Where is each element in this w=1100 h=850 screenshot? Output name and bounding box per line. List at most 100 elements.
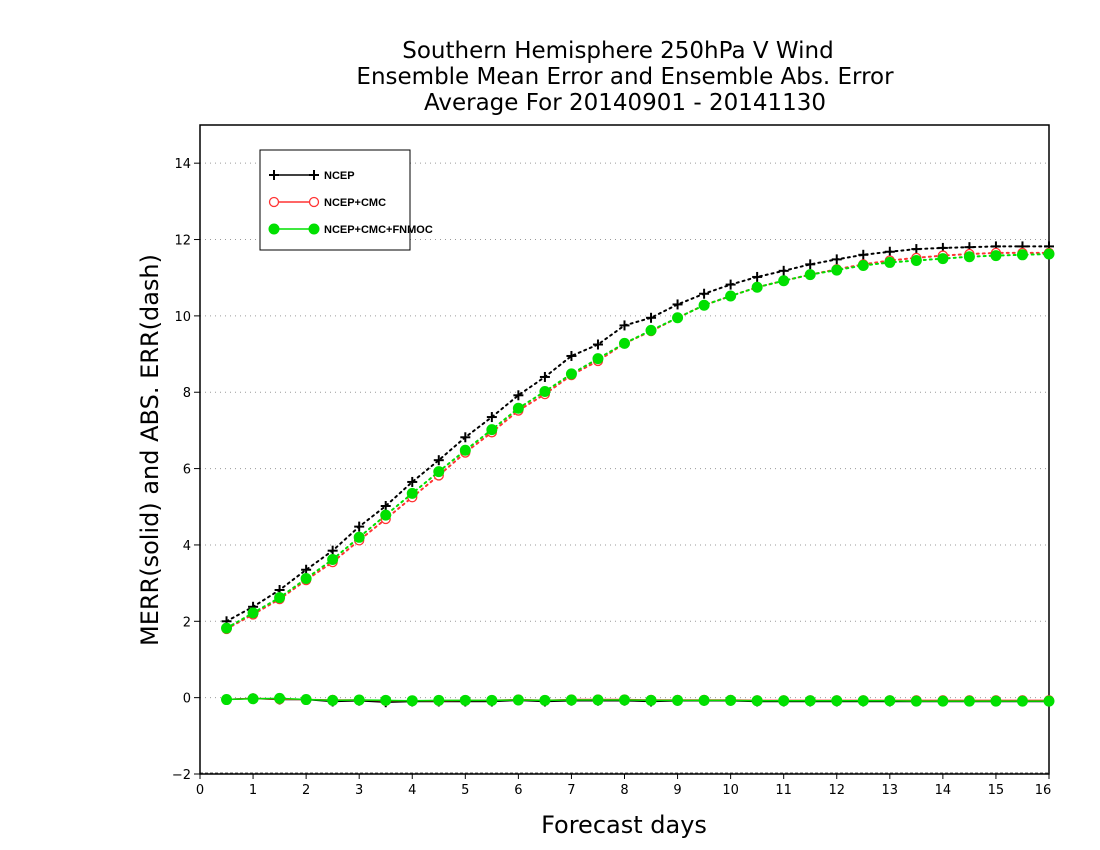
merr-point-ncep-cmc-fnmoc bbox=[512, 694, 524, 706]
gridlines bbox=[200, 162, 1049, 774]
merr-point-ncep-cmc-fnmoc bbox=[1043, 695, 1055, 707]
legend-item-ncep-cmc: NCEP+CMC bbox=[268, 196, 386, 209]
abs-err-point-ncep-cmc-fnmoc bbox=[804, 269, 816, 281]
abs-err-point-ncep-cmc-fnmoc bbox=[751, 281, 763, 293]
abs-err-point-ncep bbox=[858, 249, 869, 260]
x-tick-label: 1 bbox=[249, 783, 257, 798]
series-ncep bbox=[221, 241, 1054, 708]
abs-err-point-ncep bbox=[646, 312, 657, 323]
merr-point-ncep-cmc-fnmoc bbox=[937, 695, 949, 707]
abs-err-point-ncep-cmc-fnmoc bbox=[565, 368, 577, 380]
abs-err-point-ncep-cmc-fnmoc bbox=[247, 607, 259, 619]
x-tick-label: 2 bbox=[302, 783, 310, 798]
abs-err-point-ncep bbox=[566, 350, 577, 361]
x-tick-label: 11 bbox=[775, 783, 792, 798]
legend-marker bbox=[309, 170, 319, 180]
merr-point-ncep-cmc-fnmoc bbox=[698, 694, 710, 706]
abs-err-point-ncep-cmc-fnmoc bbox=[857, 259, 869, 271]
abs-err-point-ncep-cmc-fnmoc bbox=[1016, 249, 1028, 261]
merr-point-ncep-cmc-fnmoc bbox=[406, 695, 418, 707]
abs-err-point-ncep-cmc-fnmoc bbox=[274, 592, 286, 604]
merr-point-ncep-cmc-fnmoc bbox=[486, 694, 498, 706]
merr-point-ncep-cmc-fnmoc bbox=[353, 694, 365, 706]
legend-marker bbox=[268, 196, 280, 208]
legend-item-ncep-cmc-fnmoc: NCEP+CMC+FNMOC bbox=[268, 223, 433, 236]
x-tick-label: 5 bbox=[461, 783, 469, 798]
abs-err-point-ncep-cmc-fnmoc bbox=[645, 324, 657, 336]
x-tick-label: 10 bbox=[722, 783, 739, 798]
abs-err-point-ncep-cmc-fnmoc bbox=[937, 253, 949, 265]
abs-err-point-ncep-cmc-fnmoc bbox=[459, 444, 471, 456]
chart-title: Southern Hemisphere 250hPa V Wind Ensemb… bbox=[356, 38, 894, 116]
abs-err-point-ncep-cmc-fnmoc bbox=[221, 622, 233, 634]
y-tick-label: 8 bbox=[183, 386, 191, 401]
abs-err-point-ncep-cmc-fnmoc bbox=[380, 509, 392, 521]
legend-box bbox=[259, 149, 411, 251]
merr-point-ncep-cmc-fnmoc bbox=[645, 694, 657, 706]
x-tick-label: 9 bbox=[673, 783, 681, 798]
legend-marker bbox=[308, 223, 320, 235]
merr-point-ncep-cmc-fnmoc bbox=[884, 695, 896, 707]
abs-err-point-ncep-cmc-fnmoc bbox=[672, 312, 684, 324]
legend: NCEP NCEP+CMC NCEP+CMC+FNMOC bbox=[259, 149, 433, 251]
plot-series bbox=[221, 241, 1055, 708]
abs-err-point-ncep bbox=[831, 254, 842, 265]
legend-marker bbox=[308, 196, 320, 208]
abs-err-point-ncep-cmc-fnmoc bbox=[831, 264, 843, 276]
abs-err-line-ncep-cmc bbox=[225, 251, 1050, 630]
x-tick-label: 8 bbox=[620, 783, 628, 798]
abs-err-point-ncep bbox=[778, 265, 789, 276]
merr-point-ncep-cmc-fnmoc bbox=[831, 695, 843, 707]
x-tick-label: 15 bbox=[988, 783, 1005, 798]
abs-err-point-ncep-cmc-fnmoc bbox=[990, 250, 1002, 262]
abs-err-point-ncep-cmc-fnmoc bbox=[300, 573, 312, 585]
title-line-3: Average For 20140901 - 20141130 bbox=[424, 90, 826, 116]
merr-point-ncep-cmc-fnmoc bbox=[1016, 695, 1028, 707]
legend-item-ncep: NCEP bbox=[269, 170, 355, 182]
abs-err-point-ncep-cmc-fnmoc bbox=[539, 385, 551, 397]
abs-err-point-ncep bbox=[460, 432, 471, 443]
legend-marker bbox=[268, 223, 280, 235]
legend-label: NCEP+CMC bbox=[324, 197, 386, 209]
abs-err-point-ncep-cmc-fnmoc bbox=[619, 337, 630, 349]
abs-err-point-ncep bbox=[911, 244, 922, 255]
merr-point-ncep-cmc-fnmoc bbox=[804, 695, 816, 707]
title-line-2: Ensemble Mean Error and Ensemble Abs. Er… bbox=[356, 64, 894, 90]
abs-err-point-ncep-cmc-fnmoc bbox=[353, 531, 365, 543]
abs-err-point-ncep bbox=[433, 455, 444, 466]
merr-point-ncep-cmc-fnmoc bbox=[910, 695, 922, 707]
abs-err-point-ncep-cmc-fnmoc bbox=[778, 275, 790, 287]
abs-err-point-ncep-cmc-fnmoc bbox=[433, 466, 445, 478]
y-tick-label: 12 bbox=[174, 234, 191, 249]
abs-err-point-ncep bbox=[592, 339, 603, 350]
y-tick-label: 4 bbox=[183, 539, 191, 554]
merr-point-ncep-cmc-fnmoc bbox=[963, 695, 975, 707]
abs-err-point-ncep-cmc-fnmoc bbox=[1043, 248, 1055, 260]
y-tick-label: −2 bbox=[172, 768, 191, 783]
x-axis-label: Forecast days bbox=[541, 811, 707, 839]
abs-err-line-ncep-cmc-fnmoc bbox=[225, 253, 1050, 630]
merr-point-ncep-cmc-fnmoc bbox=[778, 695, 790, 707]
abs-err-point-ncep bbox=[805, 259, 816, 270]
abs-err-point-ncep-cmc-fnmoc bbox=[698, 299, 710, 311]
merr-point-ncep-cmc-fnmoc bbox=[725, 694, 737, 706]
merr-point-ncep-cmc-fnmoc bbox=[751, 695, 763, 707]
x-tick-label: 7 bbox=[567, 783, 575, 798]
y-tick-label: 14 bbox=[174, 157, 191, 172]
abs-err-point-ncep-cmc-fnmoc bbox=[512, 402, 524, 414]
abs-err-point-ncep bbox=[380, 501, 391, 512]
x-tick-label: 3 bbox=[355, 783, 363, 798]
merr-point-ncep-cmc-fnmoc bbox=[433, 694, 445, 706]
merr-point-ncep-cmc-fnmoc bbox=[565, 694, 577, 706]
abs-err-point-ncep-cmc-fnmoc bbox=[725, 290, 737, 302]
abs-err-point-ncep bbox=[884, 246, 895, 257]
merr-point-ncep-cmc-fnmoc bbox=[380, 694, 392, 706]
merr-point-ncep-cmc-fnmoc bbox=[221, 694, 233, 706]
merr-point-ncep-cmc-fnmoc bbox=[990, 695, 1002, 707]
abs-err-point-ncep bbox=[752, 271, 763, 282]
merr-point-ncep-cmc-fnmoc bbox=[300, 694, 312, 706]
x-tick-label: 16 bbox=[1035, 783, 1052, 798]
abs-err-point-ncep-cmc-fnmoc bbox=[592, 353, 604, 365]
abs-err-point-ncep bbox=[699, 288, 710, 299]
